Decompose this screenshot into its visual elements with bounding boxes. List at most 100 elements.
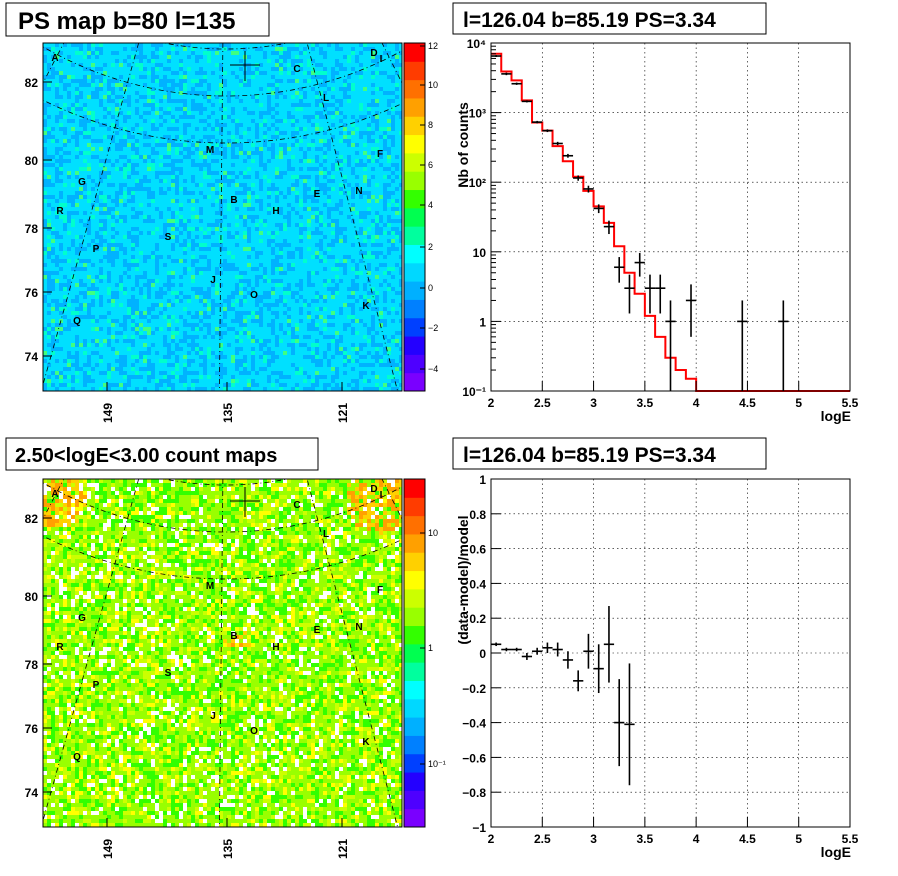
map-pixel	[43, 199, 47, 203]
map-pixel	[63, 191, 67, 195]
map-pixel	[391, 139, 395, 143]
map-pixel	[343, 71, 347, 75]
map-pixel	[147, 171, 151, 175]
map-pixel	[347, 131, 351, 135]
map-pixel	[319, 239, 323, 243]
map-pixel	[55, 67, 59, 71]
map-pixel	[383, 171, 387, 175]
map-pixel	[63, 63, 67, 67]
map-pixel	[191, 103, 195, 107]
map-pixel	[99, 71, 103, 75]
map-pixel	[63, 147, 67, 151]
map-pixel	[211, 227, 215, 231]
map-pixel	[139, 155, 143, 159]
map-pixel	[267, 175, 271, 179]
map-pixel	[335, 227, 339, 231]
map-pixel	[119, 47, 123, 51]
map-pixel	[119, 191, 123, 195]
map-pixel	[47, 263, 51, 267]
map-pixel	[163, 187, 167, 191]
map-pixel	[339, 67, 343, 71]
map-pixel	[323, 231, 327, 235]
map-pixel	[51, 103, 55, 107]
map-pixel	[135, 123, 139, 127]
map-pixel	[243, 207, 247, 211]
map-pixel	[175, 151, 179, 155]
map-pixel	[327, 75, 331, 79]
map-pixel	[323, 75, 327, 79]
map-pixel	[295, 195, 299, 199]
map-pixel	[203, 207, 207, 211]
map-pixel	[99, 195, 103, 199]
map-pixel	[235, 255, 239, 259]
map-pixel	[327, 187, 331, 191]
map-pixel	[215, 183, 219, 187]
map-pixel	[291, 99, 295, 103]
map-pixel	[331, 215, 335, 219]
map-pixel	[111, 243, 115, 247]
map-pixel	[279, 139, 283, 143]
map-pixel	[79, 151, 83, 155]
map-pixel	[347, 91, 351, 95]
map-pixel	[115, 199, 119, 203]
map-pixel	[307, 91, 311, 95]
map-pixel	[135, 163, 139, 167]
map-pixel	[171, 51, 175, 55]
map-pixel	[99, 227, 103, 231]
map-pixel	[319, 51, 323, 55]
map-pixel	[219, 207, 223, 211]
map-pixel	[43, 119, 47, 123]
map-pixel	[327, 171, 331, 175]
map-pixel	[367, 255, 371, 259]
map-pixel	[275, 203, 279, 207]
map-pixel	[279, 107, 283, 111]
map-pixel	[275, 75, 279, 79]
map-pixel	[203, 63, 207, 67]
map-pixel	[235, 147, 239, 151]
map-pixel	[339, 195, 343, 199]
map-pixel	[175, 147, 179, 151]
map-pixel	[155, 99, 159, 103]
map-pixel	[315, 119, 319, 123]
map-pixel	[243, 195, 247, 199]
map-pixel	[175, 123, 179, 127]
map-pixel	[79, 163, 83, 167]
map-pixel	[359, 131, 363, 135]
map-pixel	[243, 83, 247, 87]
map-pixel	[395, 243, 399, 247]
map-pixel	[187, 163, 191, 167]
map-pixel	[91, 207, 95, 211]
map-pixel	[207, 55, 211, 59]
map-pixel	[351, 63, 355, 67]
map-pixel	[195, 79, 199, 83]
map-pixel	[63, 107, 67, 111]
map-pixel	[243, 123, 247, 127]
map-pixel	[315, 183, 319, 187]
map-pixel	[171, 167, 175, 171]
map-pixel	[275, 211, 279, 215]
map-pixel	[199, 255, 203, 259]
map-pixel	[171, 251, 175, 255]
map-pixel	[111, 131, 115, 135]
map-pixel	[315, 139, 319, 143]
map-pixel	[95, 63, 99, 67]
map-pixel	[75, 99, 79, 103]
map-pixel	[143, 43, 147, 47]
map-pixel	[111, 55, 115, 59]
map-pixel	[203, 95, 207, 99]
map-pixel	[327, 95, 331, 99]
map-pixel	[271, 195, 275, 199]
map-pixel	[231, 223, 235, 227]
map-pixel	[299, 71, 303, 75]
map-pixel	[395, 219, 399, 223]
map-pixel	[159, 51, 163, 55]
map-pixel	[111, 111, 115, 115]
map-pixel	[111, 187, 115, 191]
map-pixel	[199, 119, 203, 123]
map-pixel	[227, 51, 231, 55]
map-pixel	[363, 243, 367, 247]
map-pixel	[71, 127, 75, 131]
map-pixel	[327, 247, 331, 251]
map-pixel	[147, 231, 151, 235]
map-pixel	[367, 107, 371, 111]
